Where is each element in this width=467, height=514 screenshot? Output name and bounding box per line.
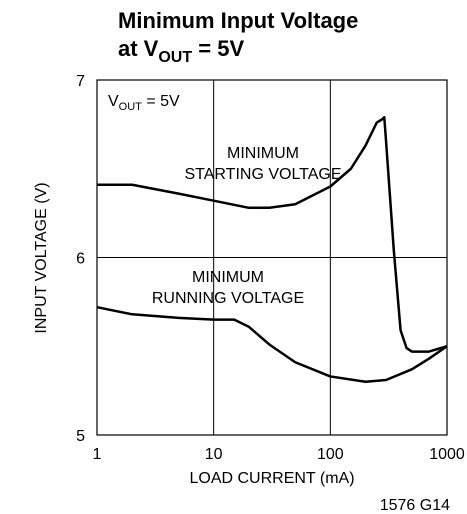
annotation: VOUT = 5V bbox=[108, 93, 180, 113]
annotation-sub: OUT bbox=[119, 101, 143, 113]
x-tick-label: 1000 bbox=[429, 446, 465, 463]
annotation: RUNNING VOLTAGE bbox=[152, 290, 304, 307]
footnote: 1576 G14 bbox=[380, 497, 450, 514]
x-tick-label: 100 bbox=[317, 446, 344, 463]
chart-subtitle: at VOUT = 5V bbox=[118, 36, 244, 66]
y-axis-label: INPUT VOLTAGE (V) bbox=[33, 182, 50, 333]
y-tick-label: 5 bbox=[76, 428, 85, 445]
annotation-rest: = 5V bbox=[142, 93, 180, 110]
plot-frame bbox=[96, 79, 448, 436]
x-tick-label: 1 bbox=[93, 446, 102, 463]
y-tick-label: 6 bbox=[76, 251, 85, 268]
chart-title: Minimum Input Voltage bbox=[118, 8, 358, 33]
annotation: MINIMUM bbox=[192, 269, 264, 286]
series-line bbox=[97, 116, 448, 353]
subtitle-rest: = 5V bbox=[192, 36, 244, 61]
annotation: STARTING VOLTAGE bbox=[184, 166, 341, 183]
series-line bbox=[96, 305, 448, 383]
annotation-text: V bbox=[108, 93, 119, 110]
x-axis-label: LOAD CURRENT (mA) bbox=[189, 470, 354, 487]
subtitle-sub: OUT bbox=[158, 49, 192, 66]
x-tick-label: 10 bbox=[205, 446, 223, 463]
annotation: MINIMUM bbox=[227, 145, 299, 162]
y-tick-label: 7 bbox=[76, 73, 85, 90]
subtitle-text: at V bbox=[118, 36, 159, 61]
